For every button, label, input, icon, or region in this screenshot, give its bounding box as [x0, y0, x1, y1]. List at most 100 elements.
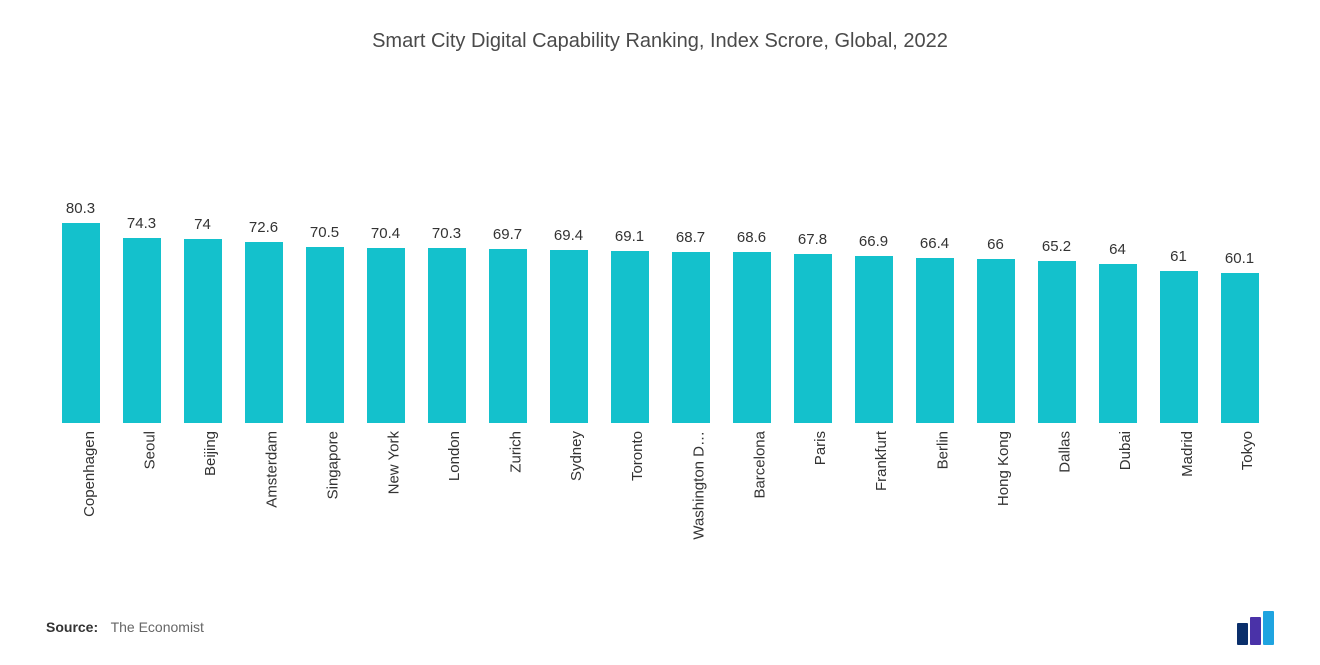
- logo-bar: [1250, 617, 1261, 645]
- bar-group: 66.9 Frankfurt: [843, 93, 904, 591]
- x-category-label: Dallas: [1057, 431, 1074, 473]
- plot-area: 80.3 Copenhagen 74.3 Seoul 74 Beijing 72.6Amst…: [40, 93, 1280, 591]
- x-label-wrap: Seoul: [111, 431, 172, 591]
- bar: [794, 254, 832, 423]
- bar: [306, 247, 344, 423]
- x-category-label: Frankfurt: [874, 431, 891, 491]
- x-category-label: Tokyo: [1240, 431, 1257, 470]
- x-label-wrap: Dallas: [1026, 431, 1087, 591]
- bar-group: 67.8 Paris: [782, 93, 843, 591]
- bar-value-label: 69.4: [554, 227, 583, 244]
- bar-group: 72.6Amsterdam: [233, 93, 294, 591]
- bar-group: 69.1 Toronto: [599, 93, 660, 591]
- x-category-label: Hong Kong: [996, 431, 1013, 506]
- source-text: Source: The Economist: [46, 619, 204, 637]
- logo-bar: [1263, 611, 1274, 645]
- x-category-label: Barcelona: [752, 431, 769, 499]
- bar: [977, 259, 1015, 423]
- bar: [184, 239, 222, 423]
- brand-logo: [1237, 611, 1274, 645]
- bar: [855, 256, 893, 423]
- x-label-wrap: Barcelona: [721, 431, 782, 591]
- bar: [367, 248, 405, 423]
- bar-group: 74 Beijing: [172, 93, 233, 591]
- bar-value-label: 68.6: [737, 229, 766, 246]
- bar-value-label: 67.8: [798, 231, 827, 248]
- logo-bar: [1237, 623, 1248, 645]
- bar: [1038, 261, 1076, 423]
- x-category-label: Singapore: [325, 431, 342, 499]
- bar-group: 60.1 Tokyo: [1209, 93, 1270, 591]
- bar-group: 65.2 Dallas: [1026, 93, 1087, 591]
- x-category-label: Madrid: [1179, 431, 1196, 477]
- chart-container: Smart City Digital Capability Ranking, I…: [0, 0, 1320, 665]
- bar-group: 66.4 Berlin: [904, 93, 965, 591]
- bar: [611, 251, 649, 423]
- bar-group: 74.3 Seoul: [111, 93, 172, 591]
- bar-value-label: 66.4: [920, 235, 949, 252]
- bar-value-label: 69.7: [493, 226, 522, 243]
- bar-value-label: 61: [1170, 248, 1187, 265]
- x-label-wrap: Washington D…: [660, 431, 721, 591]
- bar-value-label: 74: [194, 216, 211, 233]
- bar: [245, 242, 283, 423]
- bar: [123, 238, 161, 423]
- x-label-wrap: Beijing: [172, 431, 233, 591]
- bar: [550, 250, 588, 423]
- x-category-label: London: [447, 431, 464, 481]
- bar: [489, 249, 527, 423]
- bar-value-label: 66.9: [859, 233, 888, 250]
- x-label-wrap: Madrid: [1148, 431, 1209, 591]
- source-value: The Economist: [111, 619, 204, 635]
- bar-value-label: 69.1: [615, 228, 644, 245]
- x-label-wrap: Toronto: [599, 431, 660, 591]
- x-label-wrap: Dubai: [1087, 431, 1148, 591]
- x-label-wrap: Hong Kong: [965, 431, 1026, 591]
- x-label-wrap: Copenhagen: [50, 431, 111, 591]
- bar-value-label: 60.1: [1225, 250, 1254, 267]
- x-category-label: Copenhagen: [81, 431, 98, 517]
- bar-group: 68.6 Barcelona: [721, 93, 782, 591]
- bar-value-label: 80.3: [66, 200, 95, 217]
- bar-group: 70.5 Singapore: [294, 93, 355, 591]
- x-category-label: Amsterdam: [264, 431, 281, 508]
- bar-group: 68.7Washington D…: [660, 93, 721, 591]
- bar: [916, 258, 954, 423]
- chart-title: Smart City Digital Capability Ranking, I…: [40, 30, 1280, 53]
- x-label-wrap: London: [416, 431, 477, 591]
- bar: [1099, 264, 1137, 423]
- x-category-label: Seoul: [142, 431, 159, 469]
- bar: [62, 223, 100, 423]
- bar: [1221, 273, 1259, 423]
- source-label: Source:: [46, 619, 98, 635]
- bar-group: 69.4 Sydney: [538, 93, 599, 591]
- source-row: Source: The Economist: [40, 611, 1280, 645]
- bar-value-label: 74.3: [127, 215, 156, 232]
- x-label-wrap: Paris: [782, 431, 843, 591]
- x-category-label: Sydney: [569, 431, 586, 481]
- bar: [428, 248, 466, 423]
- x-label-wrap: Berlin: [904, 431, 965, 591]
- x-category-label: Beijing: [203, 431, 220, 476]
- x-label-wrap: Singapore: [294, 431, 355, 591]
- bar-group: 80.3 Copenhagen: [50, 93, 111, 591]
- bar-value-label: 66: [987, 236, 1004, 253]
- bar-value-label: 70.4: [371, 225, 400, 242]
- bar-group: 70.4 New York: [355, 93, 416, 591]
- x-label-wrap: Sydney: [538, 431, 599, 591]
- x-label-wrap: New York: [355, 431, 416, 591]
- bar: [1160, 271, 1198, 423]
- x-category-label: Toronto: [630, 431, 647, 481]
- bar-group: 70.3London: [416, 93, 477, 591]
- x-category-label: Zurich: [508, 431, 525, 473]
- x-label-wrap: Frankfurt: [843, 431, 904, 591]
- x-label-wrap: Zurich: [477, 431, 538, 591]
- bar: [672, 252, 710, 423]
- x-label-wrap: Tokyo: [1209, 431, 1270, 591]
- x-label-wrap: Amsterdam: [233, 431, 294, 591]
- bar-value-label: 65.2: [1042, 238, 1071, 255]
- bar-value-label: 70.5: [310, 224, 339, 241]
- x-category-label: Dubai: [1118, 431, 1135, 470]
- bar-group: 61 Madrid: [1148, 93, 1209, 591]
- x-category-label: New York: [386, 431, 403, 494]
